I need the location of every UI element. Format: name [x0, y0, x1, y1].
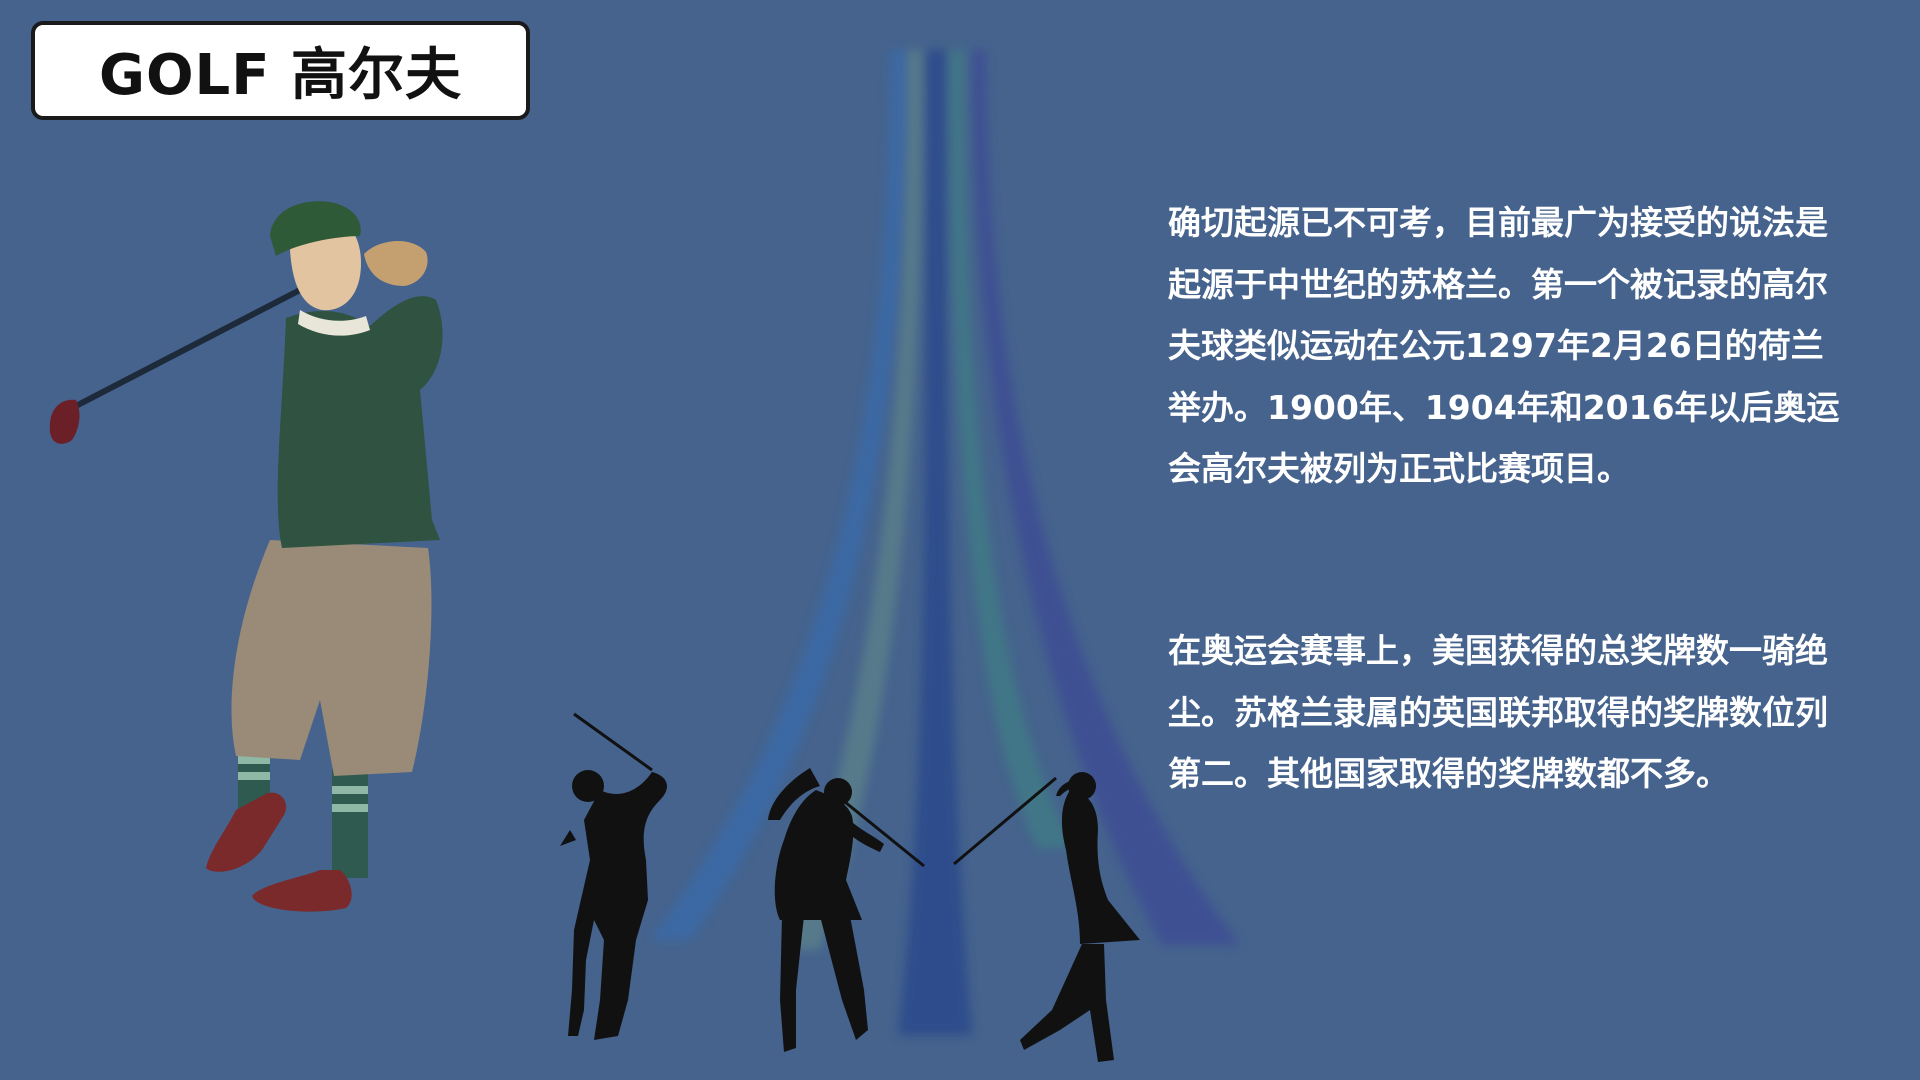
title-box: GOLF 高尔夫 [31, 21, 530, 120]
silhouette-middle [768, 768, 925, 1052]
decorative-stripes [650, 50, 1240, 1035]
silhouette-right [953, 772, 1140, 1062]
paragraph-olympics: 在奥运会赛事上，美国获得的总奖牌数一骑绝尘。苏格兰隶属的英国联邦取得的奖牌数位列… [1168, 631, 1828, 793]
silhouette-left [560, 712, 667, 1040]
paragraph-origin: 确切起源已不可考，目前最广为接受的说法是起源于中世纪的苏格兰。第一个被记录的高尔… [1168, 203, 1840, 488]
vintage-golfer-illustration [49, 201, 443, 912]
page-title: GOLF 高尔夫 [98, 43, 462, 108]
golfer-silhouettes [560, 712, 1140, 1062]
